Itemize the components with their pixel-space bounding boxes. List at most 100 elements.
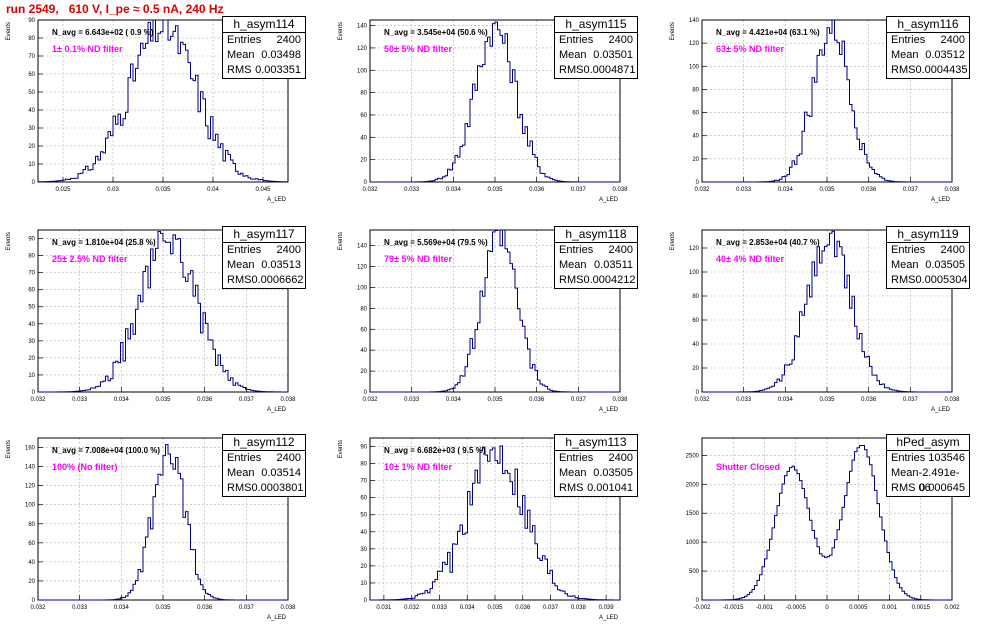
stats-row-mean: Mean 0.03511 [555, 258, 637, 273]
stats-label: Entries [891, 452, 926, 464]
n-avg-label: N_avg = 1.810e+04 (25.8 %) [52, 238, 156, 247]
y-tick-label: 10 [28, 162, 35, 168]
y-tick-label: 1500 [686, 511, 700, 517]
stats-value: 2400 [608, 34, 633, 46]
y-tick-label: 20 [28, 356, 35, 362]
x-tick-label: 0.033 [72, 397, 88, 403]
x-axis-label: A_LED [931, 197, 951, 203]
x-tick-label: 0.036 [861, 397, 877, 403]
x-tick-label: -0.002 [693, 605, 711, 611]
y-tick-label: 10 [28, 373, 35, 379]
y-tick-label: 20 [28, 579, 35, 585]
y-tick-label: 40 [28, 560, 35, 566]
x-tick-label: 0.034 [778, 187, 794, 193]
stats-box: h_asym114 Entries 2400 Mean 0.03498 RMS 0.0033… [222, 16, 306, 79]
stats-box: h_asym117 Entries 2400 Mean 0.03513 RMS 0.0006… [222, 226, 306, 289]
histogram-name: h_asym117 [223, 227, 305, 243]
y-axis-label: Events [6, 440, 12, 458]
stats-box: hPed_asym Entries 103546 Mean -2.491e-06 RMS 0… [886, 434, 970, 497]
stats-label: RMS [891, 64, 916, 76]
stats-box: h_asym115 Entries 2400 Mean 0.03501 RMS 0.0004… [554, 16, 638, 79]
x-tick-label: 0.038 [280, 605, 296, 611]
n-avg-label: N_avg = 4.421e+04 (63.1 %) [716, 28, 820, 37]
stats-label: Mean [227, 467, 255, 479]
x-axis-label: A_LED [267, 197, 287, 203]
stats-row-rms: RMS 0.003351 [223, 63, 305, 78]
stats-box: h_asym112 Entries 2400 Mean 0.03514 RMS 0.0003… [222, 434, 306, 497]
stats-value: 0.03511 [594, 259, 633, 271]
y-tick-label: 80 [692, 294, 699, 300]
stats-value: 0.03498 [261, 49, 301, 61]
stats-value: 2400 [608, 452, 633, 464]
x-axis-label: A_LED [267, 407, 287, 413]
stats-label: Entries [891, 34, 926, 46]
y-tick-label: 60 [692, 318, 699, 324]
stats-value: 2400 [276, 244, 301, 256]
histogram-canvas: 0.032 0.033 0.034 0.035 0.036 0.037 0.038 0 10 20… [6, 229, 296, 413]
histogram-name: h_asym112 [223, 435, 305, 451]
y-tick-label: 40 [692, 134, 699, 140]
y-axis-label: Events [6, 232, 12, 250]
y-tick-label: 0 [364, 598, 368, 604]
stats-label: RMS [559, 482, 584, 494]
x-tick-label: 0.036 [529, 187, 545, 193]
stats-value: 2400 [276, 452, 301, 464]
x-tick-label: 0.036 [197, 397, 213, 403]
histogram-pad-h_asym118: 0.032 0.033 0.034 0.035 0.036 0.037 0.038 0 20 40… [332, 216, 664, 423]
x-tick-label: 0.038 [571, 605, 587, 611]
y-tick-label: 0 [696, 598, 700, 604]
y-tick-label: 70 [360, 479, 367, 485]
y-tick-label: 60 [360, 327, 367, 333]
y-tick-label: 50 [360, 513, 367, 519]
stats-row-mean: Mean -2.491e-06 [887, 466, 969, 494]
y-tick-label: 60 [692, 111, 699, 117]
stats-label: RMS [559, 64, 584, 76]
n-avg-label: N_avg = 3.545e+04 (50.6 %) [384, 28, 488, 37]
filter-annotation: 50± 5% ND filter [384, 44, 452, 54]
y-tick-label: 160 [25, 446, 36, 452]
y-tick-label: 100 [689, 270, 700, 276]
stats-row-mean: Mean 0.03514 [223, 466, 305, 481]
stats-label: RMS [227, 274, 252, 286]
histogram-series-h_asym113 [370, 445, 620, 601]
stats-label: Mean [891, 49, 919, 61]
histogram-series-h_asym112 [38, 444, 288, 601]
stats-box: h_asym116 Entries 2400 Mean 0.03512 RMS 0.0004… [886, 16, 970, 79]
histogram-series-h_asym116 [702, 19, 952, 183]
x-tick-label: 0.032 [362, 397, 378, 403]
stats-label: Mean [227, 49, 255, 61]
y-tick-label: 60 [28, 541, 35, 547]
x-tick-label: 0.033 [432, 605, 448, 611]
stats-row-mean: Mean 0.03513 [223, 258, 305, 273]
x-tick-label: -0.001 [756, 605, 774, 611]
x-tick-label: 0.035 [155, 605, 171, 611]
filter-annotation: 40± 4% ND filter [716, 254, 784, 264]
histogram-name: h_asym113 [555, 435, 637, 451]
histogram-pad-h_asym119: 0.032 0.033 0.034 0.035 0.036 0.037 0.038 0 20 40… [664, 216, 996, 423]
histogram-canvas: 0.032 0.033 0.034 0.035 0.036 0.037 0.038 0 20 40… [670, 18, 960, 203]
stats-box: h_asym118 Entries 2400 Mean 0.03511 RMS 0.0004… [554, 226, 638, 289]
y-tick-label: 0 [364, 180, 368, 186]
histogram-series-h_asym118 [370, 229, 620, 393]
x-tick-label: 0.034 [114, 605, 130, 611]
stats-label: Mean [559, 467, 587, 479]
stats-row-rms: RMS 0.0004435 [887, 63, 969, 78]
stats-value: 2400 [276, 34, 301, 46]
stats-row-entries: Entries 2400 [555, 451, 637, 466]
stats-label: Mean [891, 259, 919, 271]
filter-annotation: 10± 1% ND filter [384, 462, 452, 472]
x-tick-label: 0.033 [404, 397, 420, 403]
x-axis-label: A_LED [931, 407, 951, 413]
x-tick-label: 0.036 [197, 605, 213, 611]
y-tick-label: 20 [360, 158, 367, 164]
y-tick-label: 80 [360, 462, 367, 468]
y-tick-label: 0 [696, 390, 700, 396]
stats-row-mean: Mean 0.03505 [887, 258, 969, 273]
y-tick-label: 0 [32, 598, 36, 604]
y-tick-label: 40 [360, 530, 367, 536]
y-tick-label: 90 [28, 18, 35, 24]
y-tick-label: 20 [692, 366, 699, 372]
n-avg-label: N_avg = 6.682e+03 ( 9.5 %) [384, 446, 486, 455]
y-tick-label: 80 [692, 87, 699, 93]
stats-label: Entries [559, 34, 594, 46]
